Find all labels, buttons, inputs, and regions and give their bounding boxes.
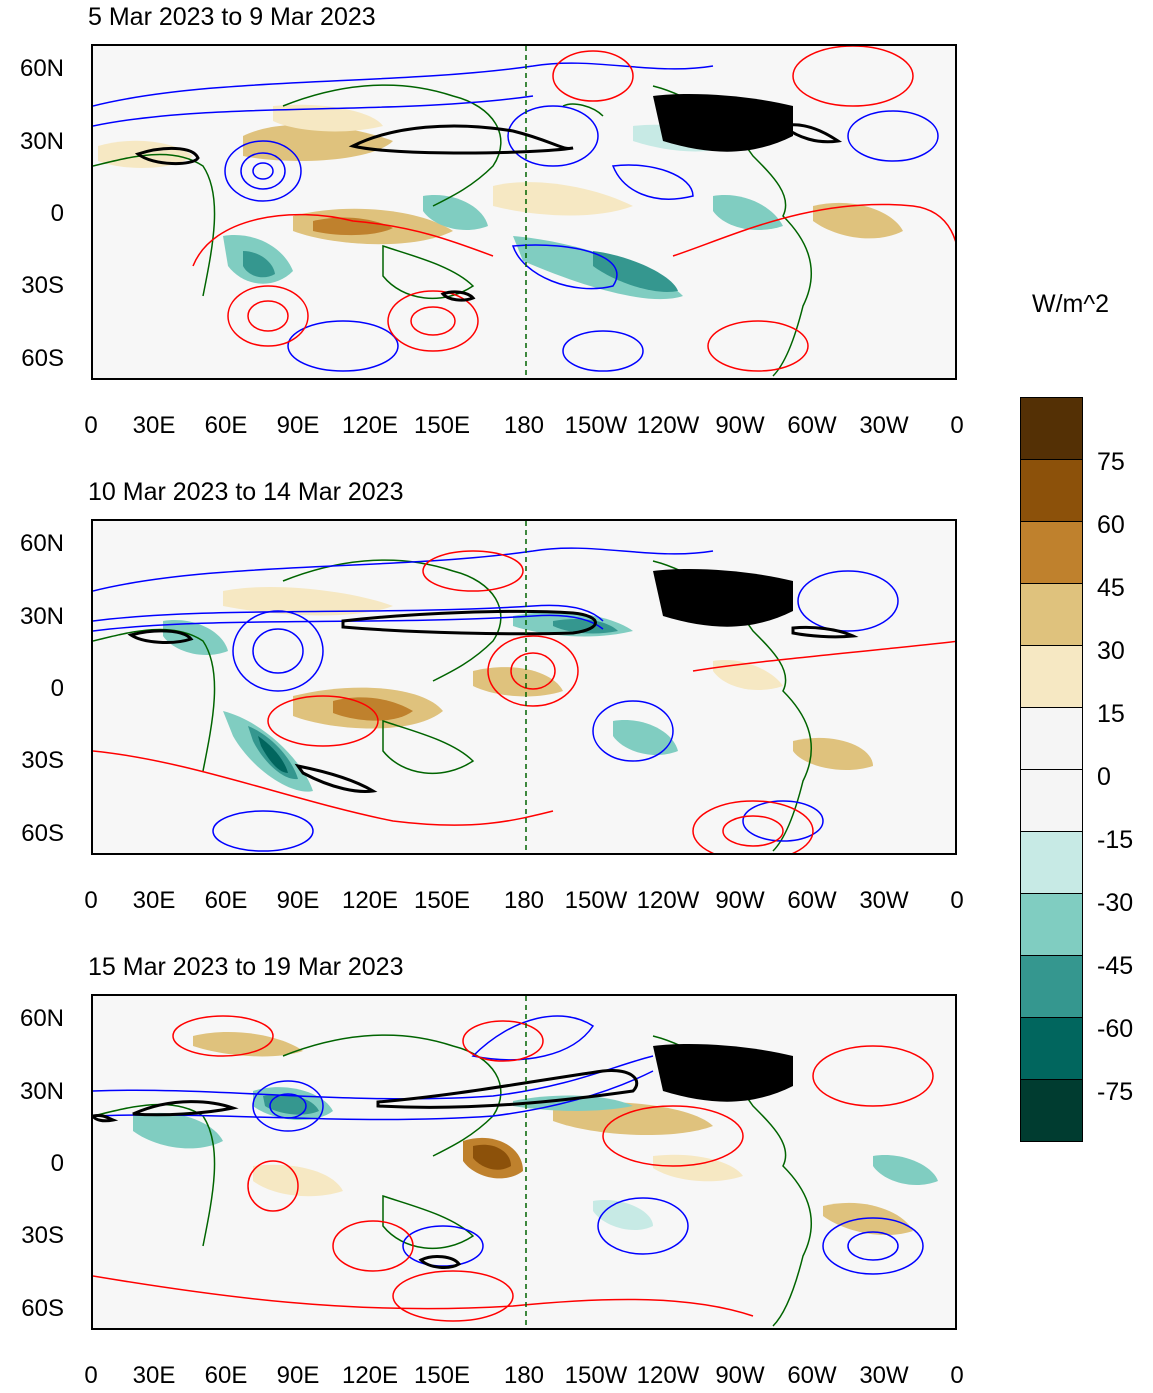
x-tick-label: 150W: [564, 887, 628, 914]
x-tick-label: 30E: [132, 412, 176, 439]
colorbar-level-label: 60: [1097, 511, 1125, 539]
x-tick-label: 90W: [715, 412, 765, 439]
x-tick-label: 0: [950, 412, 964, 439]
colorbar-box: [1020, 707, 1083, 770]
colorbar-level-label: -60: [1097, 1015, 1134, 1043]
colorbar-level-label: 75: [1097, 448, 1125, 476]
colorbar-level-label: 30: [1097, 637, 1125, 665]
colorbar-level-label: 45: [1097, 574, 1125, 602]
y-tick-label: 60S: [21, 1295, 64, 1322]
x-tick-label: 150W: [564, 412, 628, 439]
x-tick-label: 180: [503, 887, 545, 914]
x-tick-label: 90W: [715, 1362, 765, 1389]
x-tick-label: 150W: [564, 1362, 628, 1389]
x-tick-label: 150E: [413, 412, 471, 439]
x-tick-label: 90E: [276, 412, 320, 439]
x-tick-label: 120W: [636, 887, 700, 914]
colorbar-box: [1020, 955, 1083, 1018]
x-tick-label: 60E: [204, 1362, 248, 1389]
y-tick-label: 30N: [19, 603, 64, 630]
x-tick-label: 60E: [204, 412, 248, 439]
colorbar-box: [1020, 1017, 1083, 1080]
x-tick-label: 0: [84, 887, 98, 914]
map-field: [93, 521, 955, 853]
y-tick-label: 0: [50, 200, 64, 227]
colorbar-box: [1020, 645, 1083, 708]
y-tick-label: 30N: [19, 128, 64, 155]
colorbar-level-label: 15: [1097, 700, 1125, 728]
x-tick-label: 30E: [132, 1362, 176, 1389]
x-tick-label: 60E: [204, 887, 248, 914]
x-tick-label: 0: [84, 1362, 98, 1389]
x-tick-label: 180: [503, 412, 545, 439]
x-tick-label: 120E: [341, 412, 399, 439]
y-tick-label: 60S: [21, 345, 64, 372]
x-tick-label: 30W: [859, 412, 909, 439]
panel-title: 5 Mar 2023 to 9 Mar 2023: [88, 3, 376, 31]
map-panel-3: [91, 994, 957, 1330]
x-tick-label: 0: [950, 1362, 964, 1389]
x-tick-label: 150E: [413, 887, 471, 914]
x-tick-label: 0: [950, 887, 964, 914]
x-tick-label: 60W: [787, 1362, 837, 1389]
map-panel-2: [91, 519, 957, 855]
x-tick-label: 30W: [859, 1362, 909, 1389]
x-tick-label: 0: [84, 412, 98, 439]
colorbar-level-label: -45: [1097, 952, 1134, 980]
colorbar-box: [1020, 521, 1083, 584]
colorbar-level-label: 0: [1097, 763, 1111, 791]
x-tick-label: 60W: [787, 887, 837, 914]
colorbar-level-label: -75: [1097, 1078, 1134, 1106]
colorbar: [1020, 397, 1083, 1142]
x-tick-label: 180: [503, 1362, 545, 1389]
colorbar-box: [1020, 459, 1083, 522]
y-tick-label: 60N: [19, 530, 64, 557]
y-tick-label: 60N: [19, 1005, 64, 1032]
colorbar-box: [1020, 1079, 1083, 1142]
y-tick-label: 30S: [21, 747, 64, 774]
colorbar-box: [1020, 831, 1083, 894]
y-tick-label: 60N: [19, 55, 64, 82]
colorbar-box: [1020, 769, 1083, 832]
colorbar-level-label: -30: [1097, 889, 1134, 917]
x-tick-label: 90E: [276, 1362, 320, 1389]
y-tick-label: 30S: [21, 272, 64, 299]
x-tick-label: 150E: [413, 1362, 471, 1389]
map-panel-1: [91, 44, 957, 380]
x-tick-label: 60W: [787, 412, 837, 439]
colorbar-box: [1020, 893, 1083, 956]
x-tick-label: 90W: [715, 887, 765, 914]
y-tick-label: 30N: [19, 1078, 64, 1105]
x-tick-label: 120W: [636, 412, 700, 439]
panel-title: 15 Mar 2023 to 19 Mar 2023: [88, 953, 404, 981]
x-tick-label: 30W: [859, 887, 909, 914]
colorbar-level-label: -15: [1097, 826, 1134, 854]
colorbar-box: [1020, 583, 1083, 646]
y-tick-label: 30S: [21, 1222, 64, 1249]
x-tick-label: 120W: [636, 1362, 700, 1389]
colorbar-units: W/m^2: [1032, 290, 1110, 318]
x-tick-label: 90E: [276, 887, 320, 914]
colorbar-box: [1020, 397, 1083, 460]
y-tick-label: 60S: [21, 820, 64, 847]
y-tick-label: 0: [50, 675, 64, 702]
x-tick-label: 30E: [132, 887, 176, 914]
map-field: [93, 996, 938, 1328]
x-tick-label: 120E: [341, 1362, 399, 1389]
x-tick-label: 120E: [341, 887, 399, 914]
map-field: [93, 46, 955, 378]
y-tick-label: 0: [50, 1150, 64, 1177]
panel-title: 10 Mar 2023 to 14 Mar 2023: [88, 478, 404, 506]
